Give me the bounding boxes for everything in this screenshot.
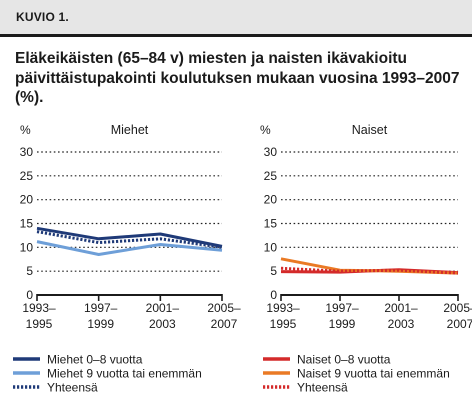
men-x-tick-label: 1997–: [84, 301, 118, 315]
women-y-tick-label: 25: [264, 169, 278, 183]
women-y-unit: %: [260, 123, 271, 137]
men-x-tick-label: 1999: [87, 317, 114, 331]
women-panel-title: Naiset: [352, 123, 388, 137]
men-series-line-3: [36, 230, 223, 249]
men-legend-label: Miehet 0–8 vuotta: [47, 353, 143, 367]
banner-divider: [0, 34, 472, 37]
men-y-tick-label: 0: [26, 288, 33, 302]
figure-banner: KUVIO 1.: [0, 0, 472, 34]
women-x-tick-label: 1999: [329, 317, 356, 331]
chart-title: Eläkeikäisten (65–84 v) miesten ja naist…: [15, 50, 460, 106]
men-y-tick-label: 10: [20, 240, 34, 254]
women-x-tick-label: 2007: [447, 317, 472, 331]
men-series-line-1: [36, 226, 223, 248]
men-series-line-2: [36, 240, 223, 256]
men-panel-title: Miehet: [111, 123, 149, 137]
women-legend-label: Naiset 9 vuotta tai enemmän: [297, 367, 450, 381]
women-y-tick-label: 30: [264, 145, 278, 159]
men-x-tick-label: 1993–: [22, 301, 56, 315]
men-legend-label: Miehet 9 vuotta tai enemmän: [47, 367, 202, 381]
men-y-unit: %: [20, 123, 31, 137]
women-y-tick-label: 10: [264, 240, 278, 254]
men-x-tick-label: 2007: [211, 317, 238, 331]
men-x-tick-label: 2003: [149, 317, 176, 331]
men-x-tick-label: 2001–: [146, 301, 180, 315]
men-y-tick-label: 20: [20, 193, 34, 207]
men-x-tick-label: 2005–: [207, 301, 241, 315]
men-y-tick-label: 15: [20, 217, 34, 231]
women-x-tick-label: 2003: [388, 317, 415, 331]
women-x-tick-label: 2005–: [443, 301, 472, 315]
women-x-tick-label: 1995: [270, 317, 297, 331]
women-x-tick-label: 2001–: [384, 301, 418, 315]
women-y-tick-label: 15: [264, 217, 278, 231]
women-legend-label: Yhteensä: [297, 381, 348, 395]
women-y-tick-label: 5: [270, 264, 277, 278]
figure-label: KUVIO 1.: [16, 10, 69, 24]
men-y-tick-label: 25: [20, 169, 34, 183]
women-x-tick-label: 1997–: [325, 301, 359, 315]
women-y-tick-label: 0: [270, 288, 277, 302]
men-y-tick-label: 5: [26, 264, 33, 278]
women-legend-label: Naiset 0–8 vuotta: [297, 353, 391, 367]
men-y-tick-label: 30: [20, 145, 34, 159]
men-legend-label: Yhteensä: [47, 381, 98, 395]
women-y-tick-label: 20: [264, 193, 278, 207]
men-x-tick-label: 1995: [26, 317, 53, 331]
women-series-line-3: [280, 266, 459, 275]
women-x-tick-label: 1993–: [266, 301, 300, 315]
